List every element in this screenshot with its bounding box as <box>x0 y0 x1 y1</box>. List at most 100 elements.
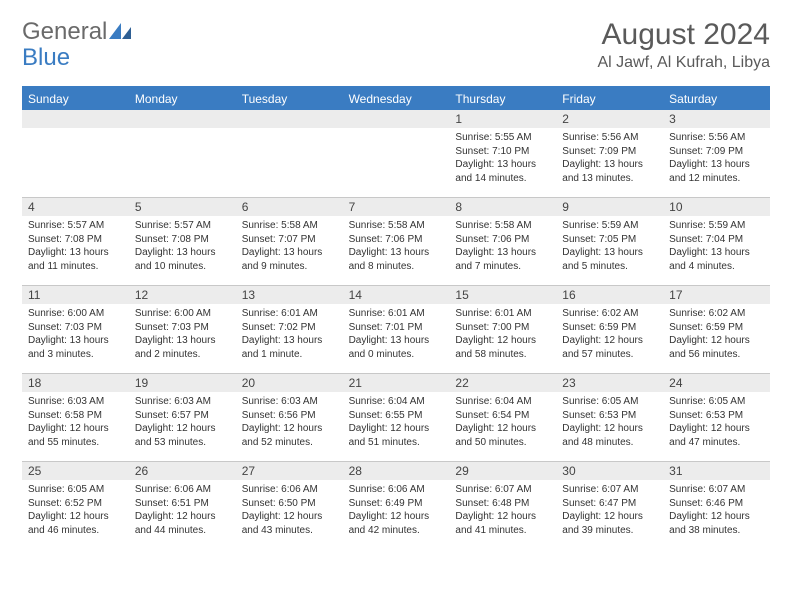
sunrise-text: Sunrise: 6:03 AM <box>28 395 123 409</box>
day-content: Sunrise: 6:06 AMSunset: 6:49 PMDaylight:… <box>343 480 450 537</box>
day-content: Sunrise: 6:01 AMSunset: 7:00 PMDaylight:… <box>449 304 556 361</box>
sunrise-text: Sunrise: 6:04 AM <box>455 395 550 409</box>
daylight-text: Daylight: 12 hours and 41 minutes. <box>455 510 550 537</box>
day-number: 6 <box>236 198 343 216</box>
day-content: Sunrise: 6:02 AMSunset: 6:59 PMDaylight:… <box>556 304 663 361</box>
day-cell: 5Sunrise: 5:57 AMSunset: 7:08 PMDaylight… <box>129 198 236 286</box>
day-number: 15 <box>449 286 556 304</box>
day-cell: 9Sunrise: 5:59 AMSunset: 7:05 PMDaylight… <box>556 198 663 286</box>
sunset-text: Sunset: 6:58 PM <box>28 409 123 423</box>
day-number: 25 <box>22 462 129 480</box>
day-content: Sunrise: 6:06 AMSunset: 6:50 PMDaylight:… <box>236 480 343 537</box>
day-content: Sunrise: 6:01 AMSunset: 7:01 PMDaylight:… <box>343 304 450 361</box>
sunset-text: Sunset: 6:56 PM <box>242 409 337 423</box>
day-cell: 7Sunrise: 5:58 AMSunset: 7:06 PMDaylight… <box>343 198 450 286</box>
sunrise-text: Sunrise: 6:07 AM <box>562 483 657 497</box>
daylight-text: Daylight: 12 hours and 56 minutes. <box>669 334 764 361</box>
day-number: 31 <box>663 462 770 480</box>
daylight-text: Daylight: 13 hours and 14 minutes. <box>455 158 550 185</box>
daylight-text: Daylight: 12 hours and 44 minutes. <box>135 510 230 537</box>
logo: General <box>22 18 131 46</box>
daylight-text: Daylight: 13 hours and 9 minutes. <box>242 246 337 273</box>
day-cell: 29 Sunrise: 6:07 AMSunset: 6:48 PMDayligh… <box>449 462 556 550</box>
day-content: Sunrise: 6:03 AMSunset: 6:57 PMDaylight:… <box>129 392 236 449</box>
week-row: 25Sunrise: 6:05 AMSunset: 6:52 PMDayligh… <box>22 462 770 550</box>
day-cell: 19Sunrise: 6:03 AMSunset: 6:57 PMDayligh… <box>129 374 236 462</box>
daylight-text: Daylight: 13 hours and 8 minutes. <box>349 246 444 273</box>
day-cell: 4Sunrise: 5:57 AMSunset: 7:08 PMDaylight… <box>22 198 129 286</box>
sunrise-text: Sunrise: 6:07 AM <box>455 483 550 497</box>
daylight-text: Daylight: 13 hours and 7 minutes. <box>455 246 550 273</box>
logo-word-2: Blue <box>22 44 70 71</box>
daylight-text: Daylight: 13 hours and 4 minutes. <box>669 246 764 273</box>
day-number: 4 <box>22 198 129 216</box>
day-number: 18 <box>22 374 129 392</box>
daylight-text: Daylight: 12 hours and 50 minutes. <box>455 422 550 449</box>
day-content: Sunrise: 6:05 AMSunset: 6:53 PMDaylight:… <box>556 392 663 449</box>
day-number-empty <box>22 110 129 128</box>
sunrise-text: Sunrise: 6:01 AM <box>455 307 550 321</box>
day-cell: 31Sunrise: 6:07 AMSunset: 6:46 PMDayligh… <box>663 462 770 550</box>
day-content: Sunrise: 6:07 AMSunset: 6:47 PMDaylight:… <box>556 480 663 537</box>
sunrise-text: Sunrise: 6:01 AM <box>349 307 444 321</box>
day-content: Sunrise: 6:02 AMSunset: 6:59 PMDaylight:… <box>663 304 770 361</box>
daylight-text: Daylight: 13 hours and 2 minutes. <box>135 334 230 361</box>
dow-saturday: Saturday <box>663 88 770 110</box>
day-content: Sunrise: 6:00 AMSunset: 7:03 PMDaylight:… <box>22 304 129 361</box>
logo-word-2-wrap: Blue <box>22 44 70 72</box>
day-number: 13 <box>236 286 343 304</box>
day-number: 22 <box>449 374 556 392</box>
day-cell: 8 Sunrise: 5:58 AMSunset: 7:06 PMDaylight… <box>449 198 556 286</box>
sunrise-text: Sunrise: 6:06 AM <box>242 483 337 497</box>
sunset-text: Sunset: 6:54 PM <box>455 409 550 423</box>
calendar-body: 1Sunrise: 5:55 AMSunset: 7:10 PMDaylight… <box>22 110 770 550</box>
day-cell <box>22 110 129 198</box>
sunrise-text: Sunrise: 6:07 AM <box>669 483 764 497</box>
day-content: Sunrise: 5:58 AMSunset: 7:07 PMDaylight:… <box>236 216 343 273</box>
sunset-text: Sunset: 7:06 PM <box>455 233 550 247</box>
sunrise-text: Sunrise: 5:58 AM <box>349 219 444 233</box>
sunset-text: Sunset: 6:50 PM <box>242 497 337 511</box>
day-cell <box>129 110 236 198</box>
sunrise-text: Sunrise: 6:05 AM <box>669 395 764 409</box>
sunrise-text: Sunrise: 6:00 AM <box>28 307 123 321</box>
dow-tuesday: Tuesday <box>236 88 343 110</box>
day-cell: 28Sunrise: 6:06 AMSunset: 6:49 PMDayligh… <box>343 462 450 550</box>
sunrise-text: Sunrise: 5:58 AM <box>455 219 550 233</box>
week-row: 1Sunrise: 5:55 AMSunset: 7:10 PMDaylight… <box>22 110 770 198</box>
page-title: August 2024 <box>597 18 770 52</box>
day-number: 12 <box>129 286 236 304</box>
sunrise-text: Sunrise: 5:57 AM <box>135 219 230 233</box>
day-content: Sunrise: 5:59 AMSunset: 7:05 PMDaylight:… <box>556 216 663 273</box>
dow-friday: Friday <box>556 88 663 110</box>
sunrise-text: Sunrise: 5:57 AM <box>28 219 123 233</box>
day-cell: 10Sunrise: 5:59 AMSunset: 7:04 PMDayligh… <box>663 198 770 286</box>
day-number: 28 <box>343 462 450 480</box>
sunset-text: Sunset: 6:48 PM <box>455 497 550 511</box>
day-number: 3 <box>663 110 770 128</box>
daylight-text: Daylight: 13 hours and 10 minutes. <box>135 246 230 273</box>
sunrise-text: Sunrise: 5:56 AM <box>562 131 657 145</box>
day-number: 23 <box>556 374 663 392</box>
sunrise-text: Sunrise: 5:56 AM <box>669 131 764 145</box>
daylight-text: Daylight: 12 hours and 57 minutes. <box>562 334 657 361</box>
sunset-text: Sunset: 6:47 PM <box>562 497 657 511</box>
day-cell: 30Sunrise: 6:07 AMSunset: 6:47 PMDayligh… <box>556 462 663 550</box>
day-cell: 2Sunrise: 5:56 AMSunset: 7:09 PMDaylight… <box>556 110 663 198</box>
day-cell: 20Sunrise: 6:03 AMSunset: 6:56 PMDayligh… <box>236 374 343 462</box>
dow-monday: Monday <box>129 88 236 110</box>
sunrise-text: Sunrise: 6:02 AM <box>562 307 657 321</box>
sunset-text: Sunset: 7:04 PM <box>669 233 764 247</box>
week-row: 18 Sunrise: 6:03 AMSunset: 6:58 PM Dayligh… <box>22 374 770 462</box>
sunrise-text: Sunrise: 6:06 AM <box>349 483 444 497</box>
sunset-text: Sunset: 7:08 PM <box>135 233 230 247</box>
day-cell: 3Sunrise: 5:56 AMSunset: 7:09 PMDaylight… <box>663 110 770 198</box>
day-number: 29 <box>449 462 556 480</box>
day-number: 27 <box>236 462 343 480</box>
sunrise-text: Sunrise: 5:59 AM <box>562 219 657 233</box>
day-number: 8 <box>449 198 556 216</box>
sunset-text: Sunset: 7:03 PM <box>135 321 230 335</box>
header: General August 2024 Al Jawf, Al Kufrah, … <box>22 18 770 72</box>
sunset-text: Sunset: 7:09 PM <box>669 145 764 159</box>
day-number: 1 <box>449 110 556 128</box>
